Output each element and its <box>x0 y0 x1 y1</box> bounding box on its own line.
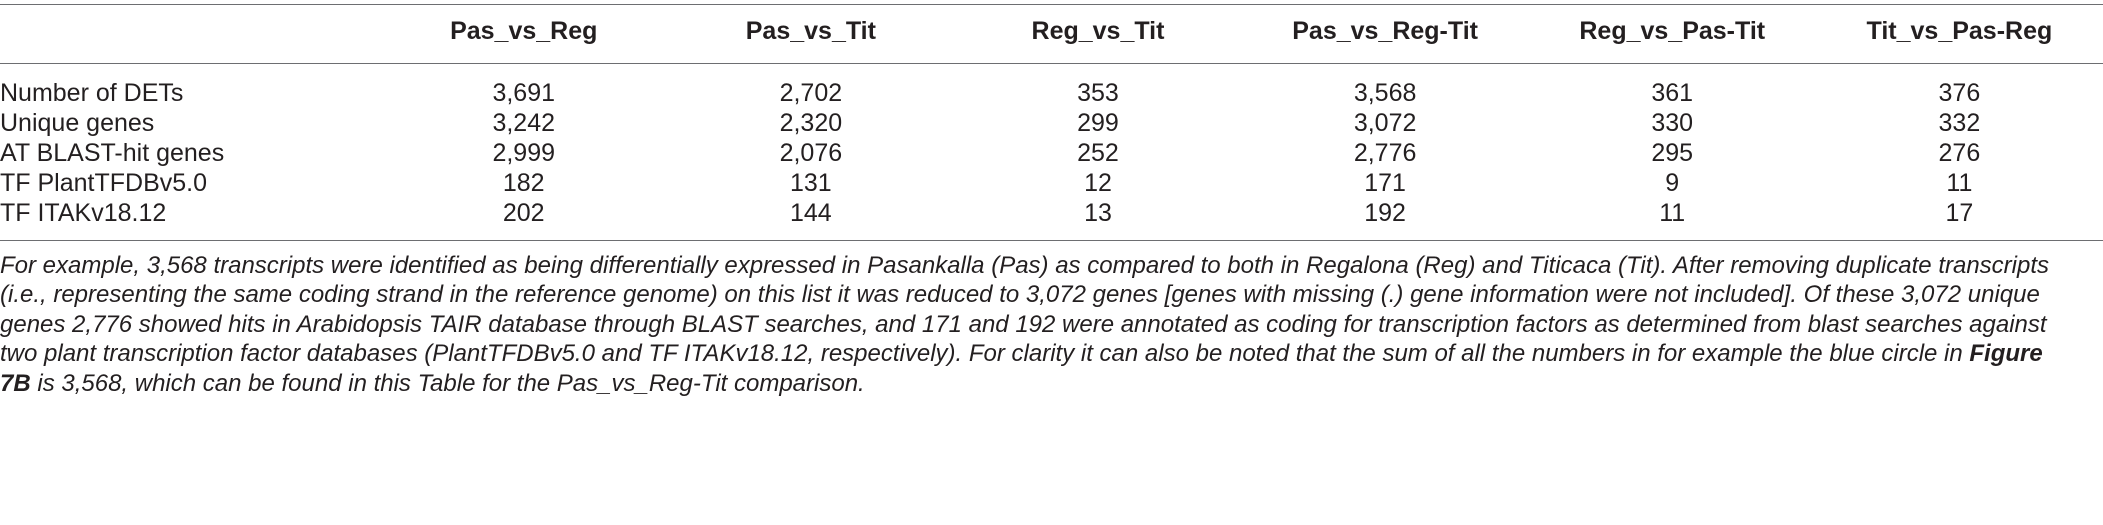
header-bottom-rule <box>0 63 2103 64</box>
row-label: Unique genes <box>0 108 155 137</box>
table-cell: 2,076 <box>779 138 843 167</box>
table-cell: 353 <box>1077 78 1119 107</box>
data-table: Pas_vs_Reg Pas_vs_Tit Reg_vs_Tit Pas_vs_… <box>0 0 2103 228</box>
row-label: Number of DETs <box>0 78 184 107</box>
table-cell: 3,568 <box>1353 78 1417 107</box>
table-cell: 361 <box>1651 78 1694 107</box>
table-cell: 3,072 <box>1353 108 1417 137</box>
table-footnote: For example, 3,568 transcripts were iden… <box>0 251 2080 398</box>
header-cell-pas-vs-reg-tit: Pas_vs_Reg-Tit <box>1292 17 1478 45</box>
table-cell: 3,242 <box>492 108 556 137</box>
table-cell: 3,691 <box>492 78 556 107</box>
table-cell: 9 <box>1665 168 1680 197</box>
table-cell: 11 <box>1659 198 1686 227</box>
table-row: Number of DETs 3,691 2,702 353 3,568 361… <box>0 78 2103 108</box>
table-cell: 2,320 <box>779 108 843 137</box>
header-cell-reg-vs-pas-tit: Reg_vs_Pas-Tit <box>1579 17 1766 45</box>
table-bottom-rule <box>0 240 2103 241</box>
row-label: TF ITAKv18.12 <box>0 198 167 227</box>
table-cell: 192 <box>1364 198 1406 227</box>
table-row: TF ITAKv18.12 202 144 13 192 11 17 <box>0 198 2103 228</box>
table-cell: 376 <box>1938 78 1981 107</box>
table-row: TF PlantTFDBv5.0 182 131 12 171 9 11 <box>0 168 2103 198</box>
spacer-cell <box>0 63 2103 78</box>
table-cell: 12 <box>1084 168 1112 197</box>
header-row: Pas_vs_Reg Pas_vs_Tit Reg_vs_Tit Pas_vs_… <box>0 0 2103 63</box>
footnote-text-end: is 3,568, which can be found in this Tab… <box>30 369 865 397</box>
table-cell: 182 <box>502 168 545 197</box>
header-cell-row-label <box>0 0 380 63</box>
table-cell: 13 <box>1084 198 1112 227</box>
header-cell-tit-vs-pas-reg: Tit_vs_Pas-Reg <box>1866 17 2053 45</box>
table-cell: 276 <box>1938 138 1981 167</box>
table-body: Number of DETs 3,691 2,702 353 3,568 361… <box>0 78 2103 228</box>
table-cell: 295 <box>1651 138 1694 167</box>
table-cell: 131 <box>790 168 832 197</box>
table-cell: 2,702 <box>779 78 843 107</box>
header-cell-pas-vs-tit: Pas_vs_Tit <box>745 17 876 45</box>
table-row: AT BLAST-hit genes 2,999 2,076 252 2,776… <box>0 138 2103 168</box>
table-cell: 252 <box>1077 138 1119 167</box>
figure-reference-link[interactable]: Figure 7B <box>0 340 2043 397</box>
table-cell: 202 <box>502 198 545 227</box>
table-top-rule <box>0 4 2103 5</box>
table-header: Pas_vs_Reg Pas_vs_Tit Reg_vs_Tit Pas_vs_… <box>0 0 2103 63</box>
table-row: Unique genes 3,242 2,320 299 3,072 330 3… <box>0 108 2103 138</box>
row-label: AT BLAST-hit genes <box>0 138 225 167</box>
footnote-text: For example, 3,568 transcripts were iden… <box>0 252 2050 368</box>
table-cell: 299 <box>1077 108 1119 137</box>
table-cell: 17 <box>1945 198 1974 227</box>
table-cell: 144 <box>790 198 832 227</box>
header-cell-pas-vs-reg: Pas_vs_Reg <box>450 17 598 45</box>
row-label: TF PlantTFDBv5.0 <box>0 168 207 197</box>
table-cell: 330 <box>1651 108 1694 137</box>
table-cell: 11 <box>1946 168 1973 197</box>
table-cell: 332 <box>1938 108 1981 137</box>
table-cell: 2,999 <box>492 138 556 167</box>
table-cell: 2,776 <box>1353 138 1417 167</box>
spacer-row <box>0 63 2103 78</box>
table-cell: 171 <box>1364 168 1406 197</box>
header-cell-reg-vs-tit: Reg_vs_Tit <box>1031 17 1165 45</box>
